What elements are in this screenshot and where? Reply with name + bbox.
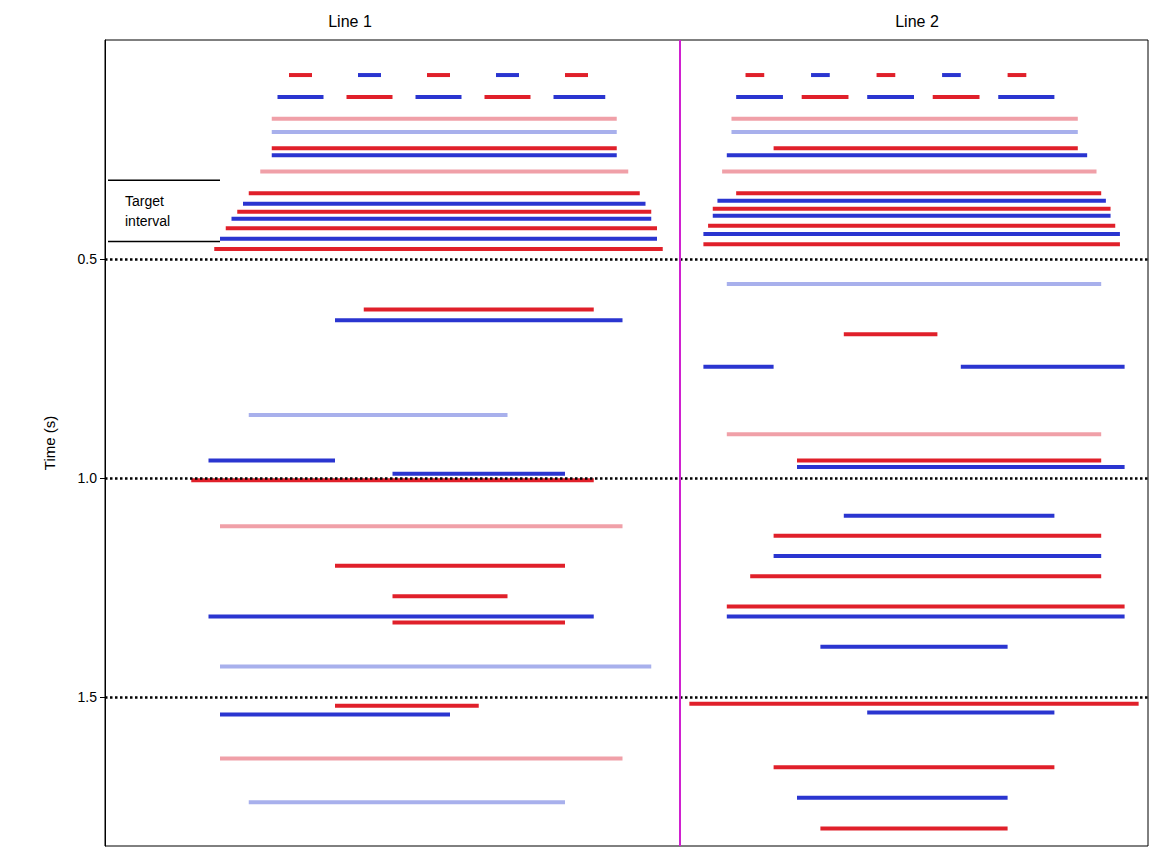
svg-text:Target: Target (125, 193, 164, 209)
svg-text:0.5: 0.5 (78, 251, 98, 267)
svg-text:Line 1: Line 1 (328, 13, 372, 30)
svg-text:interval: interval (125, 213, 170, 229)
svg-text:1.5: 1.5 (78, 689, 98, 705)
svg-text:1.0: 1.0 (78, 470, 98, 486)
svg-text:Line 2: Line 2 (895, 13, 939, 30)
svg-text:Time (s): Time (s) (41, 416, 58, 470)
